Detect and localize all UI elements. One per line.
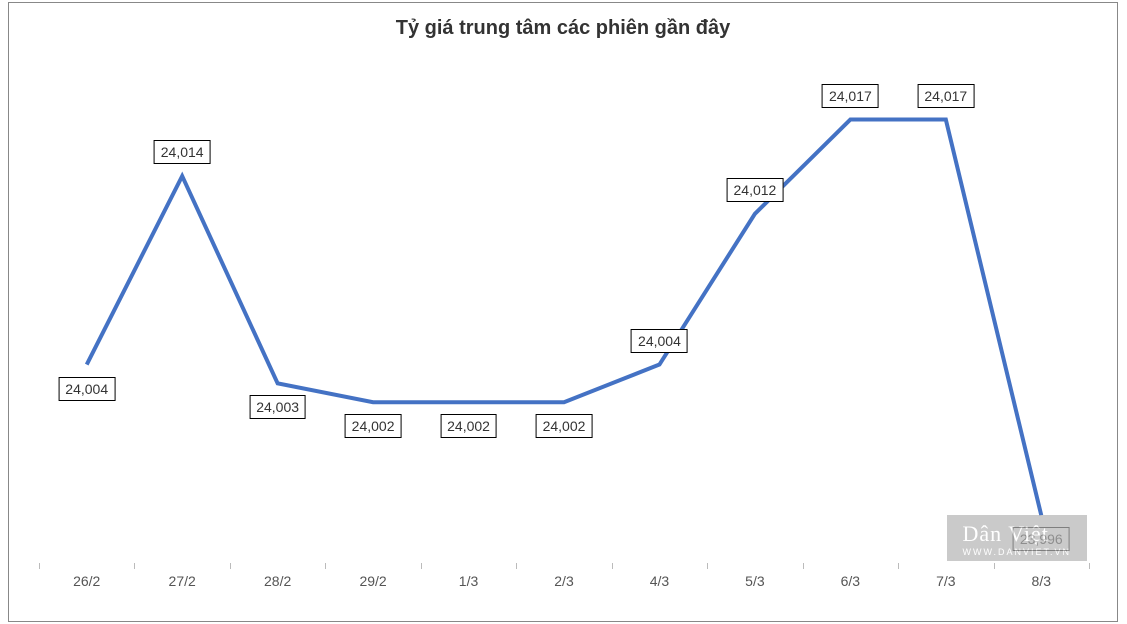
- x-axis-label: 2/3: [554, 573, 573, 589]
- data-label: 24,017: [822, 84, 879, 108]
- x-tick: [898, 563, 899, 569]
- data-label: 24,017: [917, 84, 974, 108]
- x-axis-label: 27/2: [169, 573, 196, 589]
- x-tick: [421, 563, 422, 569]
- x-axis: 26/2 27/2 28/2 29/2 1/3 2/3 4/3 5/3 6/3 7/3 8/3: [39, 563, 1089, 593]
- x-axis-label: 1/3: [459, 573, 478, 589]
- watermark-main-text: Dân Việt: [963, 521, 1072, 547]
- x-axis-label: 6/3: [841, 573, 860, 589]
- watermark-sub-text: WWW.DANVIET.VN: [963, 547, 1072, 557]
- data-label: 24,002: [440, 414, 497, 438]
- data-label: 24,003: [249, 395, 306, 419]
- x-tick: [994, 563, 995, 569]
- x-axis-label: 4/3: [650, 573, 669, 589]
- x-axis-label: 28/2: [264, 573, 291, 589]
- x-axis-label: 7/3: [936, 573, 955, 589]
- x-tick: [516, 563, 517, 569]
- x-tick: [803, 563, 804, 569]
- x-tick: [134, 563, 135, 569]
- x-axis-label: 5/3: [745, 573, 764, 589]
- x-tick: [325, 563, 326, 569]
- x-tick: [612, 563, 613, 569]
- data-label: 24,002: [345, 414, 402, 438]
- data-label: 24,014: [154, 140, 211, 164]
- line-chart-plot: [39, 63, 1089, 553]
- x-axis-label: 29/2: [359, 573, 386, 589]
- x-axis-label: 26/2: [73, 573, 100, 589]
- chart-title: Tỷ giá trung tâm các phiên gần đây: [9, 17, 1117, 40]
- watermark: Dân Việt WWW.DANVIET.VN: [947, 515, 1088, 561]
- data-label: 24,002: [536, 414, 593, 438]
- x-tick: [39, 563, 40, 569]
- x-axis-label: 8/3: [1032, 573, 1051, 589]
- x-tick: [707, 563, 708, 569]
- data-label: 24,004: [631, 329, 688, 353]
- line-series: [87, 120, 1042, 516]
- data-label: 24,012: [726, 178, 783, 202]
- chart-container: Tỷ giá trung tâm các phiên gần đây 26/22…: [8, 2, 1118, 622]
- data-label: 24,004: [58, 377, 115, 401]
- x-tick: [1089, 563, 1090, 569]
- x-tick: [230, 563, 231, 569]
